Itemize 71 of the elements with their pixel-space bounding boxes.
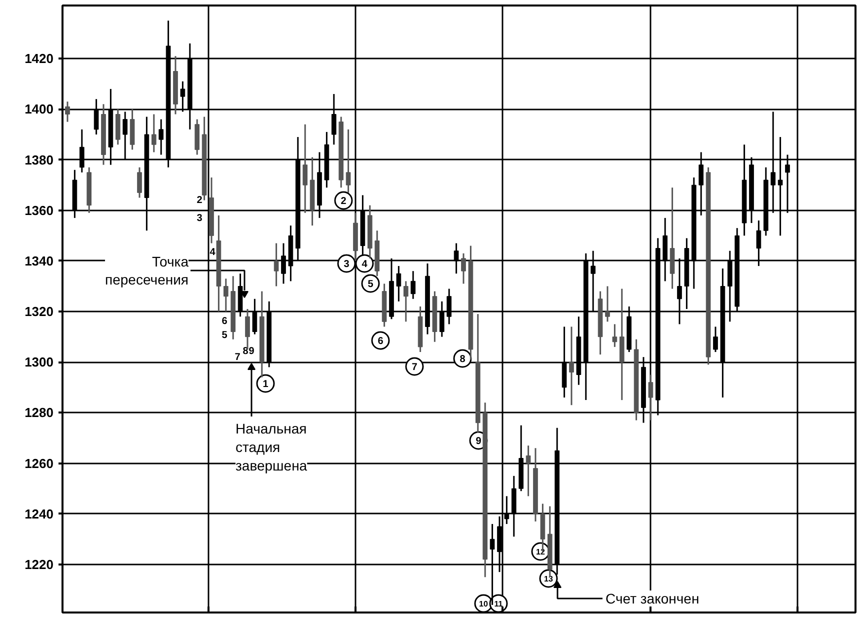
y-tick-label: 1320 bbox=[24, 304, 54, 320]
candlestick bbox=[223, 278, 228, 312]
candlestick bbox=[504, 495, 510, 525]
annotation: 2 bbox=[196, 195, 203, 206]
candlestick bbox=[158, 118, 164, 156]
annotation: 9 bbox=[476, 436, 482, 447]
annotation: 13 bbox=[544, 574, 554, 584]
candlestick bbox=[454, 242, 459, 274]
candlestick bbox=[331, 93, 336, 146]
candlestick bbox=[252, 298, 258, 336]
annotation: 6 bbox=[222, 316, 228, 327]
annotation: 1 bbox=[262, 379, 269, 390]
candlestick bbox=[281, 242, 286, 284]
candlestick bbox=[65, 100, 70, 123]
candlestick bbox=[151, 114, 156, 153]
annotation: 11 bbox=[494, 600, 504, 608]
candlestick bbox=[756, 220, 762, 267]
candlestick bbox=[180, 80, 186, 112]
candlestick bbox=[403, 280, 408, 322]
candlestick bbox=[569, 326, 574, 406]
y-tick-label: 1380 bbox=[24, 152, 54, 168]
candlestick bbox=[122, 110, 128, 161]
annotation: 5 bbox=[222, 330, 228, 341]
y-tick-label: 1400 bbox=[24, 102, 54, 117]
candlestick bbox=[770, 110, 776, 214]
annotation: 7 bbox=[234, 352, 241, 363]
candlestick bbox=[94, 98, 99, 136]
candlestick bbox=[346, 128, 351, 194]
candlestick bbox=[302, 124, 308, 214]
candlestick bbox=[396, 265, 402, 302]
annotation: 12 bbox=[536, 548, 546, 556]
candlestick bbox=[439, 300, 444, 338]
candlestick bbox=[605, 285, 610, 322]
annotation: 8 bbox=[242, 346, 249, 357]
y-tick-label: 1280 bbox=[24, 405, 54, 420]
candlestick bbox=[461, 252, 466, 284]
annotation: 5 bbox=[368, 279, 374, 290]
candlestick bbox=[677, 258, 682, 325]
candlestick bbox=[79, 128, 84, 174]
y-tick-label: 1260 bbox=[24, 456, 54, 471]
annotation: 2 bbox=[340, 196, 347, 207]
y-tick-label: 1300 bbox=[24, 354, 54, 370]
y-tick-label: 1240 bbox=[24, 506, 54, 522]
candlestick bbox=[698, 151, 704, 216]
annotation: 7 bbox=[412, 362, 418, 373]
annotation: 6 bbox=[378, 336, 384, 347]
annotation: 10 bbox=[479, 600, 488, 608]
y-tick-label: 1420 bbox=[24, 51, 54, 66]
y-tick-label: 1360 bbox=[24, 202, 54, 218]
annotation: 4 bbox=[210, 247, 216, 258]
candlestick bbox=[612, 323, 618, 348]
candlestick bbox=[785, 154, 790, 214]
candlestick bbox=[410, 270, 416, 300]
candlestick bbox=[446, 288, 452, 325]
annotation: Счет закончен bbox=[606, 590, 700, 606]
annotation: 3 bbox=[344, 259, 350, 270]
y-tick-label: 1340 bbox=[24, 253, 54, 268]
candlestick bbox=[526, 444, 531, 497]
candlestick bbox=[590, 250, 596, 312]
annotation: 8 bbox=[460, 354, 466, 365]
candlestick bbox=[648, 374, 654, 422]
annotation: Точка пересечения bbox=[105, 253, 189, 288]
annotation: 4 bbox=[362, 259, 368, 270]
annotation: 9 bbox=[248, 346, 255, 357]
y-tick-label: 1220 bbox=[24, 556, 54, 572]
candlestick bbox=[713, 326, 718, 353]
candlestick bbox=[274, 242, 279, 287]
candlestick bbox=[137, 166, 142, 198]
annotation: 3 bbox=[196, 213, 203, 224]
annotation: Начальная стадия завершена bbox=[236, 420, 308, 474]
candlestick bbox=[778, 136, 783, 236]
